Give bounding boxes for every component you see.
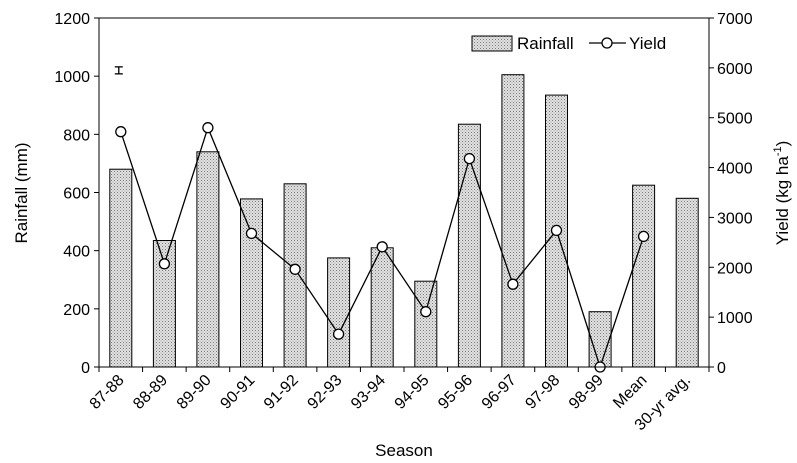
x-tick-label: 95-96: [435, 372, 476, 413]
error-bar: [114, 66, 123, 75]
left-tick-label: 0: [81, 360, 90, 377]
x-tick-label: 97-98: [522, 372, 563, 413]
right-tick-label: 7000: [717, 11, 753, 28]
x-tick-label: 98-99: [566, 372, 607, 413]
rainfall-bar: [196, 151, 220, 368]
yield-marker: [550, 224, 563, 237]
legend: Rainfall Yield: [471, 34, 666, 53]
yield-marker: [202, 122, 214, 134]
right-tick-label: 3000: [717, 210, 753, 227]
x-axis-title: Season: [375, 441, 433, 460]
x-axis: 87-88 88-89 89-90 90-91 91-92 92-93 93-94 94-95…: [87, 367, 710, 434]
x-tick-label: 94-95: [392, 372, 433, 413]
right-y-axis-title-sup: -1: [772, 146, 784, 156]
left-tick-label: 600: [63, 186, 90, 203]
right-y-axis: 0 1000 2000 3000 4000 5000 6000 7000: [709, 11, 753, 377]
x-tick-label: 88-89: [130, 372, 171, 413]
legend-yield-marker: [601, 37, 613, 49]
left-tick-label: 1200: [54, 11, 90, 28]
yield-marker: [158, 258, 171, 270]
x-tick-label: Mean: [610, 372, 650, 412]
left-tick-label: 800: [63, 127, 90, 144]
x-tick-label: 96-97: [479, 372, 520, 413]
rainfall-bar: [327, 257, 351, 368]
right-tick-label: 1000: [717, 310, 753, 327]
x-tick-label: 92-93: [305, 372, 346, 413]
yield-series: [115, 122, 650, 373]
left-tick-label: 400: [63, 244, 90, 261]
yield-marker: [376, 241, 388, 253]
right-tick-label: 6000: [717, 61, 753, 78]
legend-rainfall-label: Rainfall: [517, 34, 574, 53]
yield-marker: [507, 278, 519, 290]
yield-marker: [245, 227, 258, 240]
right-tick-label: 4000: [717, 161, 753, 178]
x-tick-label: 87-88: [87, 372, 128, 413]
right-tick-label: 0: [717, 360, 726, 377]
rainfall-bar: [370, 247, 394, 368]
legend-yield-label: Yield: [629, 34, 666, 53]
yield-marker: [637, 230, 650, 243]
right-y-axis-title: Yield (kg ha-1): [772, 141, 792, 246]
rainfall-bars: [109, 74, 699, 368]
x-tick-label: 93-94: [348, 372, 389, 413]
yield-marker: [420, 306, 432, 318]
x-tick-label: 89-90: [174, 372, 215, 413]
right-y-axis-title-main: Yield (kg ha: [773, 156, 792, 246]
left-tick-label: 200: [63, 302, 90, 319]
legend-rainfall-swatch: [471, 35, 513, 52]
left-y-axis: 0 200 400 600 800 1000 1200: [54, 11, 99, 377]
x-tick-label: 90-91: [217, 372, 258, 413]
rainfall-bar: [501, 74, 525, 368]
rainfall-bar: [588, 311, 612, 368]
rainfall-bar: [632, 184, 656, 368]
right-y-axis-title-close: ): [773, 141, 792, 147]
yield-marker: [463, 152, 476, 165]
rainfall-bar: [109, 168, 133, 368]
rainfall-bar: [414, 280, 438, 368]
x-tick-label: 91-92: [261, 372, 302, 413]
yield-marker: [289, 263, 301, 275]
rainfall-bar: [675, 197, 699, 368]
left-y-axis-title: Rainfall (mm): [12, 142, 31, 243]
rainfall-bar: [240, 198, 263, 368]
rainfall-bar: [283, 183, 307, 368]
yield-marker: [332, 328, 345, 340]
right-tick-label: 5000: [717, 111, 753, 128]
right-tick-label: 2000: [717, 260, 753, 277]
yield-marker: [115, 126, 127, 138]
left-tick-label: 1000: [54, 69, 90, 86]
